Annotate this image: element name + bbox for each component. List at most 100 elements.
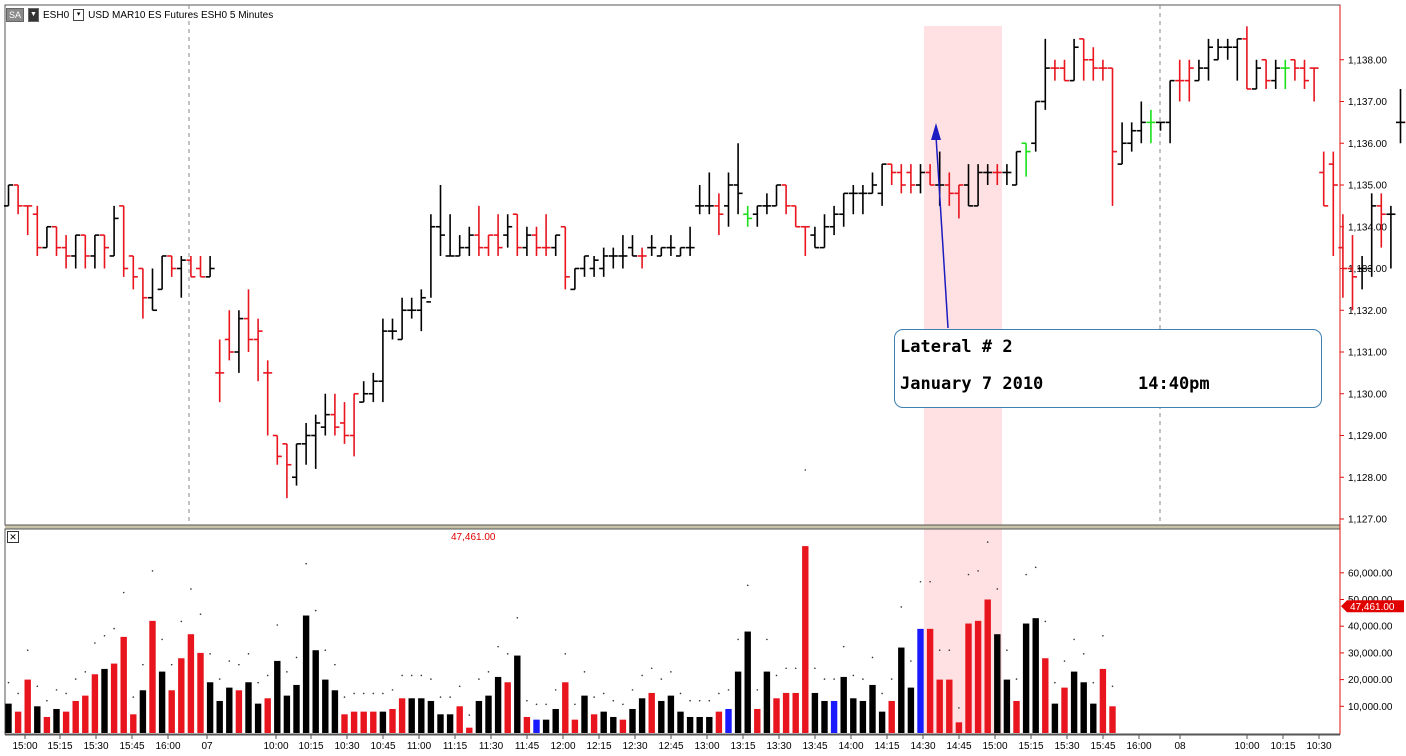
volume-average-dot xyxy=(257,681,259,684)
volume-bar xyxy=(24,679,31,733)
volume-bar xyxy=(53,708,60,733)
time-tick-label: 11:30 xyxy=(479,741,504,752)
time-tick-label: 15:15 xyxy=(47,741,72,752)
price-tick-label: 1,130.00 xyxy=(1348,389,1387,400)
volume-average-dot xyxy=(689,699,691,702)
volume-average-dot xyxy=(737,638,739,641)
volume-average-dot xyxy=(372,692,375,695)
volume-bar xyxy=(984,599,991,733)
volume-bar xyxy=(734,671,742,733)
volume-average-dot xyxy=(314,609,317,612)
volume-bar xyxy=(283,695,291,733)
time-tick-label: 10:00 xyxy=(1234,741,1259,752)
time-tick-label: 13:30 xyxy=(766,741,791,752)
chevron-down-icon[interactable]: ▾ xyxy=(73,9,85,21)
annotation-callout[interactable]: Lateral # 2 January 7 2010 14:40pm xyxy=(894,329,1322,408)
volume-average-dot xyxy=(554,689,557,691)
time-tick-label: 10:00 xyxy=(263,741,288,752)
volume-bar xyxy=(619,719,627,733)
volume-bar xyxy=(398,698,406,733)
volume-bar xyxy=(850,698,857,733)
volume-average-dot xyxy=(458,685,461,688)
volume-average-dot xyxy=(526,699,528,702)
volume-average-dot xyxy=(142,663,144,666)
volume-bar xyxy=(1090,703,1097,733)
close-panel-icon[interactable]: ✕ xyxy=(7,531,19,543)
volume-bar xyxy=(5,703,12,733)
volume-average-dot xyxy=(794,667,797,670)
time-tick-label: 11:45 xyxy=(515,741,540,752)
volume-average-dot xyxy=(1102,635,1104,637)
time-tick-label: 13:00 xyxy=(694,741,719,752)
volume-bar xyxy=(523,716,531,733)
volume-bar xyxy=(965,623,972,733)
volume-bar xyxy=(293,684,300,733)
volume-average-dot xyxy=(756,689,759,691)
volume-bar xyxy=(206,682,214,733)
annotation-time: 14:40pm xyxy=(1138,374,1210,394)
volume-average-dot xyxy=(430,678,432,680)
volume-bar xyxy=(456,706,463,733)
time-tick-label: 15:00 xyxy=(12,741,37,752)
time-tick-label: 10:30 xyxy=(334,741,359,752)
volume-bar xyxy=(600,711,607,733)
series-description: USD MAR10 ES Futures ESH0 5 Minutes xyxy=(88,9,274,21)
volume-bar xyxy=(946,679,953,733)
price-tick-label: 1,128.00 xyxy=(1348,473,1387,484)
volume-bar xyxy=(226,687,233,733)
volume-bar xyxy=(43,716,51,733)
volume-average-dot xyxy=(1082,653,1085,655)
volume-bar xyxy=(1109,706,1116,733)
time-tick-label: 10:15 xyxy=(298,741,323,752)
volume-average-dot xyxy=(746,584,749,587)
volume-bar xyxy=(811,692,819,733)
volume-average-dot xyxy=(602,692,605,695)
volume-average-dot xyxy=(535,703,538,706)
volume-average-dot xyxy=(238,663,240,666)
dropdown-arrow-icon[interactable]: ▼ xyxy=(28,8,40,22)
time-tick-label: 15:30 xyxy=(1054,741,1079,752)
volume-average-dot xyxy=(180,620,183,623)
volume-bar xyxy=(610,716,617,733)
volume-average-dot xyxy=(439,696,442,698)
volume-average-dot xyxy=(410,674,413,677)
volume-average-dot xyxy=(1111,685,1114,688)
time-tick-label: 14:15 xyxy=(874,741,899,752)
volume-bar xyxy=(360,711,367,733)
price-panel-frame xyxy=(4,4,1341,526)
volume-average-dot xyxy=(286,671,288,673)
volume-average-dot xyxy=(612,699,615,702)
volume-average-dot xyxy=(334,663,336,666)
volume-bar xyxy=(322,679,329,733)
last-volume-label: 47,461.00 xyxy=(1350,602,1395,613)
volume-average-dot xyxy=(343,696,346,698)
annotation-date: January 7 2010 xyxy=(900,374,1044,394)
volume-average-dot xyxy=(1006,649,1008,652)
volume-bar xyxy=(677,711,684,733)
volume-bar xyxy=(581,695,588,733)
volume-bar xyxy=(926,628,934,733)
volume-bar xyxy=(830,700,838,733)
price-tick-label: 1,134.00 xyxy=(1348,222,1387,233)
volume-average-dot xyxy=(190,588,192,590)
volume-average-dot xyxy=(65,692,67,695)
volume-bar xyxy=(888,700,895,733)
volume-bar xyxy=(715,711,723,733)
volume-average-dot xyxy=(545,703,547,706)
sa-button[interactable]: SA xyxy=(6,8,25,22)
volume-average-dot xyxy=(161,638,163,641)
volume-average-dot xyxy=(574,703,576,706)
volume-bar xyxy=(706,716,713,733)
volume-bar xyxy=(158,671,166,733)
time-tick-label: 16:00 xyxy=(1126,741,1151,752)
volume-bar xyxy=(878,711,886,733)
volume-bar xyxy=(533,719,540,733)
volume-bar xyxy=(648,692,655,733)
time-tick-label: 16:00 xyxy=(155,741,180,752)
volume-average-dot xyxy=(871,656,874,659)
volume-bar xyxy=(936,679,943,733)
time-tick-label: 10:45 xyxy=(370,741,395,752)
volume-bar xyxy=(1003,679,1011,733)
volume-bar xyxy=(350,711,358,733)
